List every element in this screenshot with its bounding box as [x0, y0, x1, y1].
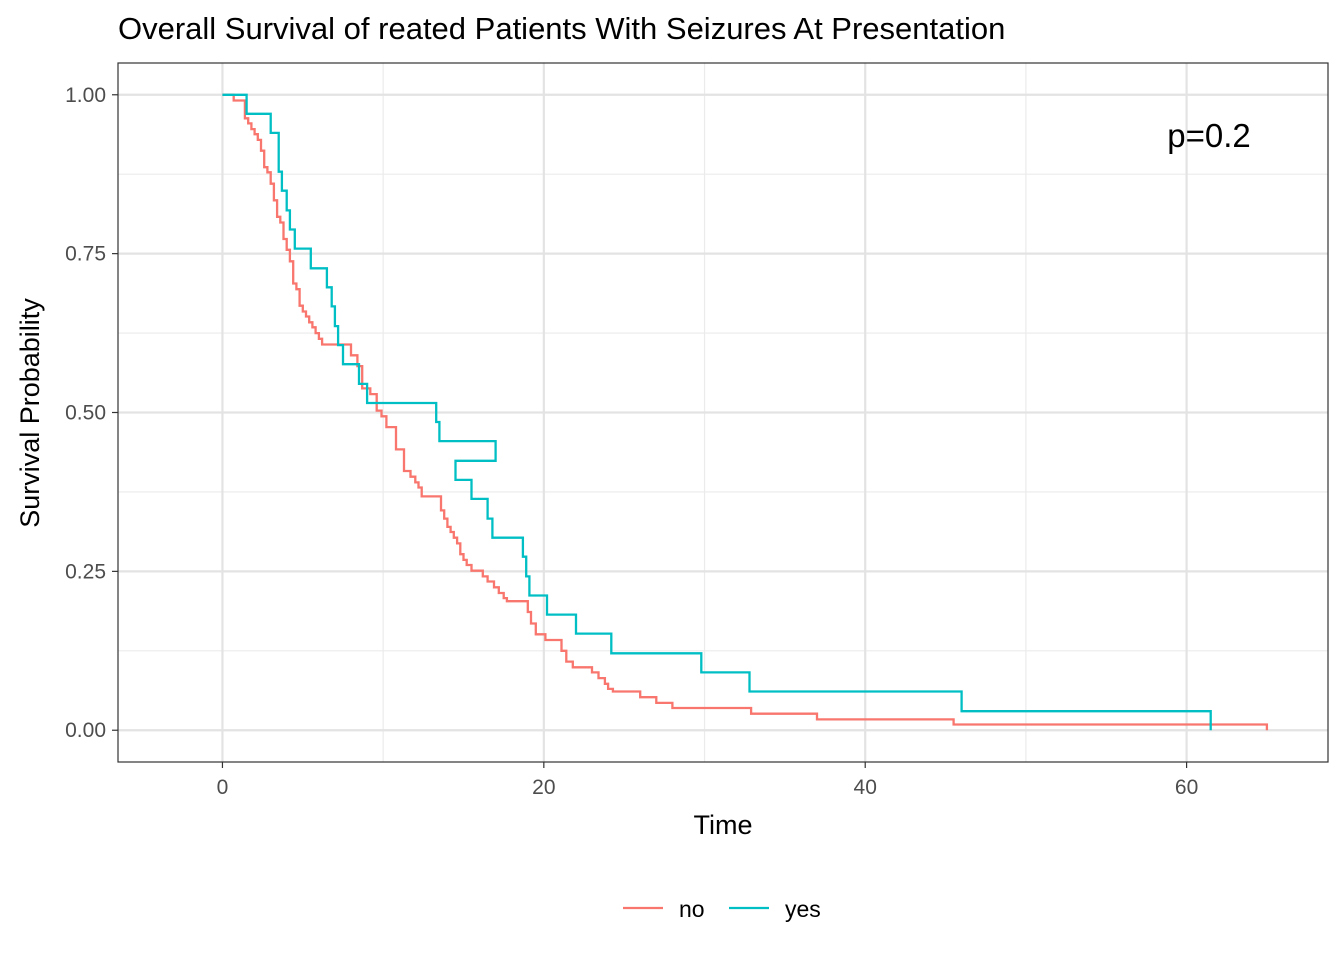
y-tick-label: 0.50	[65, 402, 106, 425]
legend-label-no: no	[679, 896, 705, 922]
x-tick-label: 0	[217, 776, 229, 799]
survival-curve-yes	[222, 93, 1212, 731]
x-tick-label: 40	[854, 776, 877, 799]
y-tick-label: 0.00	[65, 719, 106, 742]
series-layer	[222, 93, 1269, 731]
legend-label-yes: yes	[785, 896, 821, 922]
chart-title: Overall Survival of reated Patients With…	[118, 11, 1005, 46]
x-axis-label: Time	[694, 810, 753, 840]
axis-layer: 0 20 40 60 0.00 0.25 0.50 0.75 1.00	[65, 84, 1198, 799]
y-axis-label: Survival Probability	[15, 298, 45, 528]
y-tick-label: 0.25	[65, 560, 106, 583]
x-tick-label: 20	[532, 776, 555, 799]
y-tick-label: 1.00	[65, 84, 106, 107]
p-value-annotation: p=0.2	[1167, 117, 1251, 154]
legend: no yes	[623, 896, 821, 922]
x-tick-label: 60	[1175, 776, 1198, 799]
survival-curve-no	[222, 93, 1269, 731]
y-tick-label: 0.75	[65, 243, 106, 266]
